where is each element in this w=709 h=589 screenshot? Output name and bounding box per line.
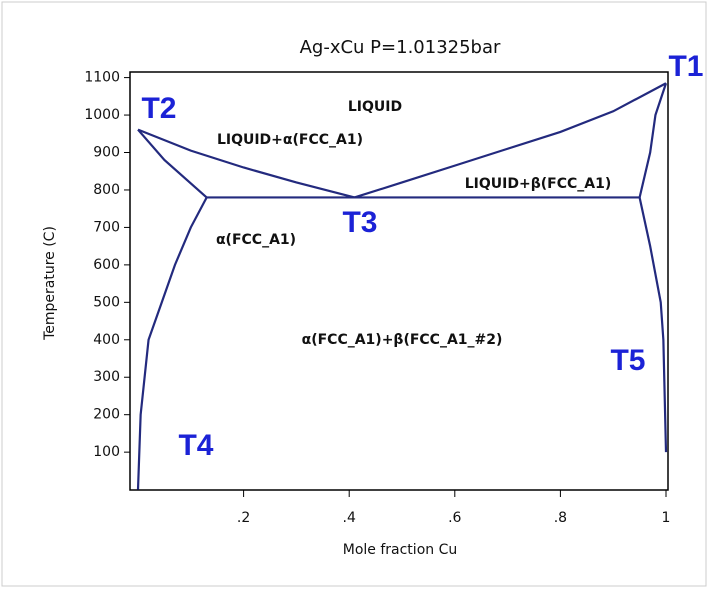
phase-boundary [354,82,667,199]
point-label: T4 [178,429,213,462]
y-tick-label: 500 [93,294,120,310]
phase-label: α(FCC_A1) [216,232,296,248]
y-tick-label: 1000 [84,107,120,123]
phase-label: LIQUID+α(FCC_A1) [217,132,363,148]
point-label: T5 [610,344,645,377]
x-tick-label: 1 [662,510,671,526]
x-tick-label: .4 [343,510,356,526]
phase-boundary [137,128,355,199]
y-tick-label: 200 [93,407,120,423]
y-tick-label: 400 [93,332,120,348]
phase-boundary [638,82,668,198]
phase-label: LIQUID+β(FCC_A1) [465,176,611,192]
point-label: T2 [141,92,176,125]
x-tick-label: .6 [448,510,461,526]
phase-boundary [136,196,208,490]
phase-label: LIQUID [348,99,402,115]
x-axis-label: Mole fraction Cu [343,542,457,558]
y-tick-label: 900 [93,145,120,161]
y-axis-label: Temperature (C) [42,226,58,341]
plot-frame [129,71,669,491]
y-tick-label: 700 [93,219,120,235]
chart-title: Ag-xCu P=1.01325bar [300,37,501,58]
point-label: T1 [668,50,703,83]
phase-boundary [638,197,668,453]
y-tick-label: 800 [93,182,120,198]
phase-label: α(FCC_A1)+β(FCC_A1_#2) [302,332,503,348]
y-tick-label: 300 [93,369,120,385]
x-tick-label: .2 [237,510,250,526]
x-tick-label: .8 [554,510,567,526]
y-tick-label: 100 [93,444,120,460]
y-tick-label: 600 [93,257,120,273]
y-tick-label: 1100 [84,70,120,86]
point-label: T3 [342,206,377,239]
phase-boundary [137,128,208,199]
